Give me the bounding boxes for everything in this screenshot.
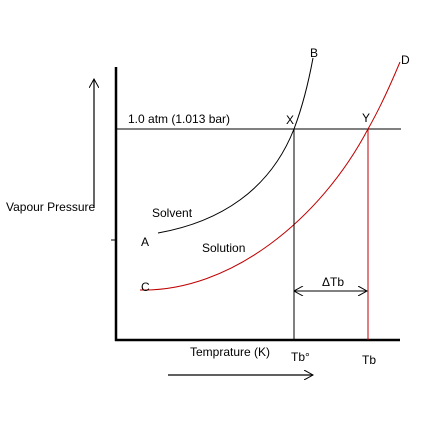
label: Y xyxy=(362,111,370,125)
label: ΔTb xyxy=(322,275,344,289)
label: Tb xyxy=(362,353,376,367)
label: Tb° xyxy=(291,350,310,364)
solution-curve xyxy=(139,61,401,291)
label: 1.0 atm (1.013 bar) xyxy=(128,112,230,126)
label: Solvent xyxy=(152,206,193,220)
label: B xyxy=(310,46,318,60)
label: A xyxy=(141,235,149,249)
label: Solution xyxy=(202,241,245,255)
label: X xyxy=(286,113,294,127)
label: C xyxy=(141,280,150,294)
label: D xyxy=(401,53,410,67)
solvent-curve xyxy=(157,57,314,234)
axis-label: Vapour Pressure xyxy=(6,200,95,214)
axis-label: Temprature (K) xyxy=(190,345,270,359)
